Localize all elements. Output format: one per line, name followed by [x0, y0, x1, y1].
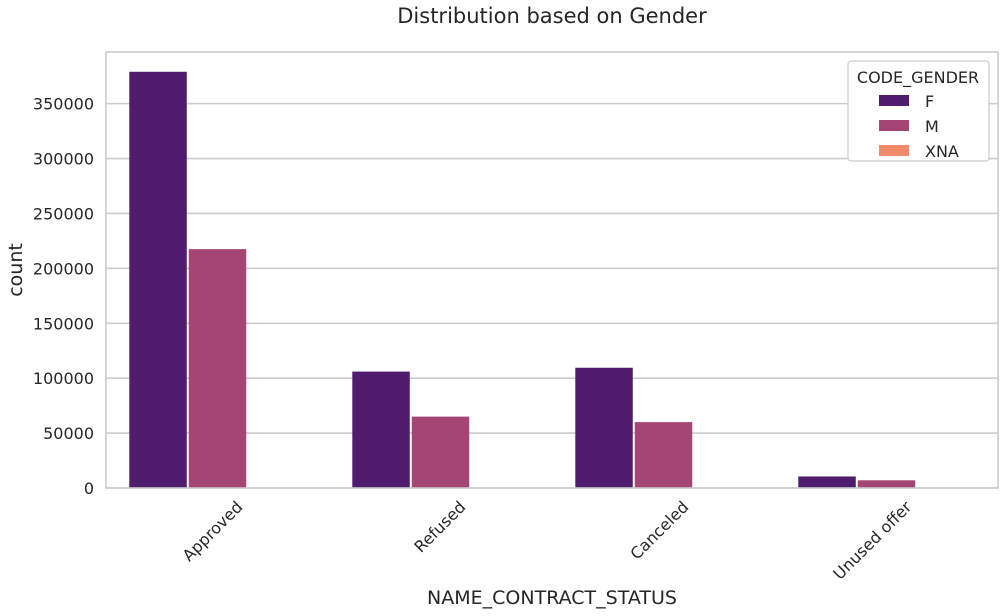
- bar-f-unused-offer: [798, 476, 856, 488]
- x-tick-labels: Approved Refused Canceled Unused offer: [179, 497, 916, 583]
- bar-m-approved: [188, 249, 247, 488]
- bar-f-canceled: [575, 367, 633, 488]
- bar-m-refused: [411, 416, 470, 488]
- legend-box: [847, 60, 990, 162]
- y-tick-label: 100000: [33, 369, 94, 388]
- y-tick-label: 0: [84, 479, 94, 498]
- legend-swatch-f: [879, 95, 909, 106]
- x-tick-label: Unused offer: [829, 497, 915, 583]
- legend: CODE_GENDER FM XNA: [847, 60, 990, 162]
- legend-label-f: F: [925, 92, 934, 111]
- legend-title: CODE_GENDER: [857, 68, 979, 88]
- x-tick-label: Canceled: [626, 497, 692, 563]
- y-tick-label: 150000: [33, 314, 94, 333]
- y-tick-labels: 0 50000 100000 150000 200000 250000 300000 3500…: [33, 95, 94, 498]
- y-tick-label: 250000: [33, 204, 94, 223]
- x-tick-label: Approved: [179, 497, 247, 565]
- bar-m-canceled: [634, 422, 693, 488]
- legend-swatch-m: [879, 120, 909, 131]
- y-tick-label: 300000: [33, 150, 94, 169]
- legend-label-xna: XNA: [925, 142, 959, 161]
- x-tick-label: Refused: [410, 497, 469, 556]
- x-axis-label: NAME_CONTRACT_STATUS: [427, 587, 677, 609]
- chart-title: Distribution based on Gender: [397, 4, 707, 28]
- y-axis-label: count: [5, 243, 27, 297]
- bar-m-unused-offer: [857, 480, 916, 488]
- bars: [129, 71, 916, 489]
- plot-frame: [105, 51, 999, 489]
- y-tick-label: 350000: [33, 95, 94, 114]
- y-tick-label: 200000: [33, 259, 94, 278]
- legend-label-m: M: [925, 117, 939, 136]
- grid: [106, 102, 998, 489]
- bar-f-refused: [352, 371, 410, 488]
- legend-swatch-xna: [879, 145, 909, 156]
- bar-f-approved: [129, 71, 187, 489]
- y-tick-label: 50000: [43, 424, 94, 443]
